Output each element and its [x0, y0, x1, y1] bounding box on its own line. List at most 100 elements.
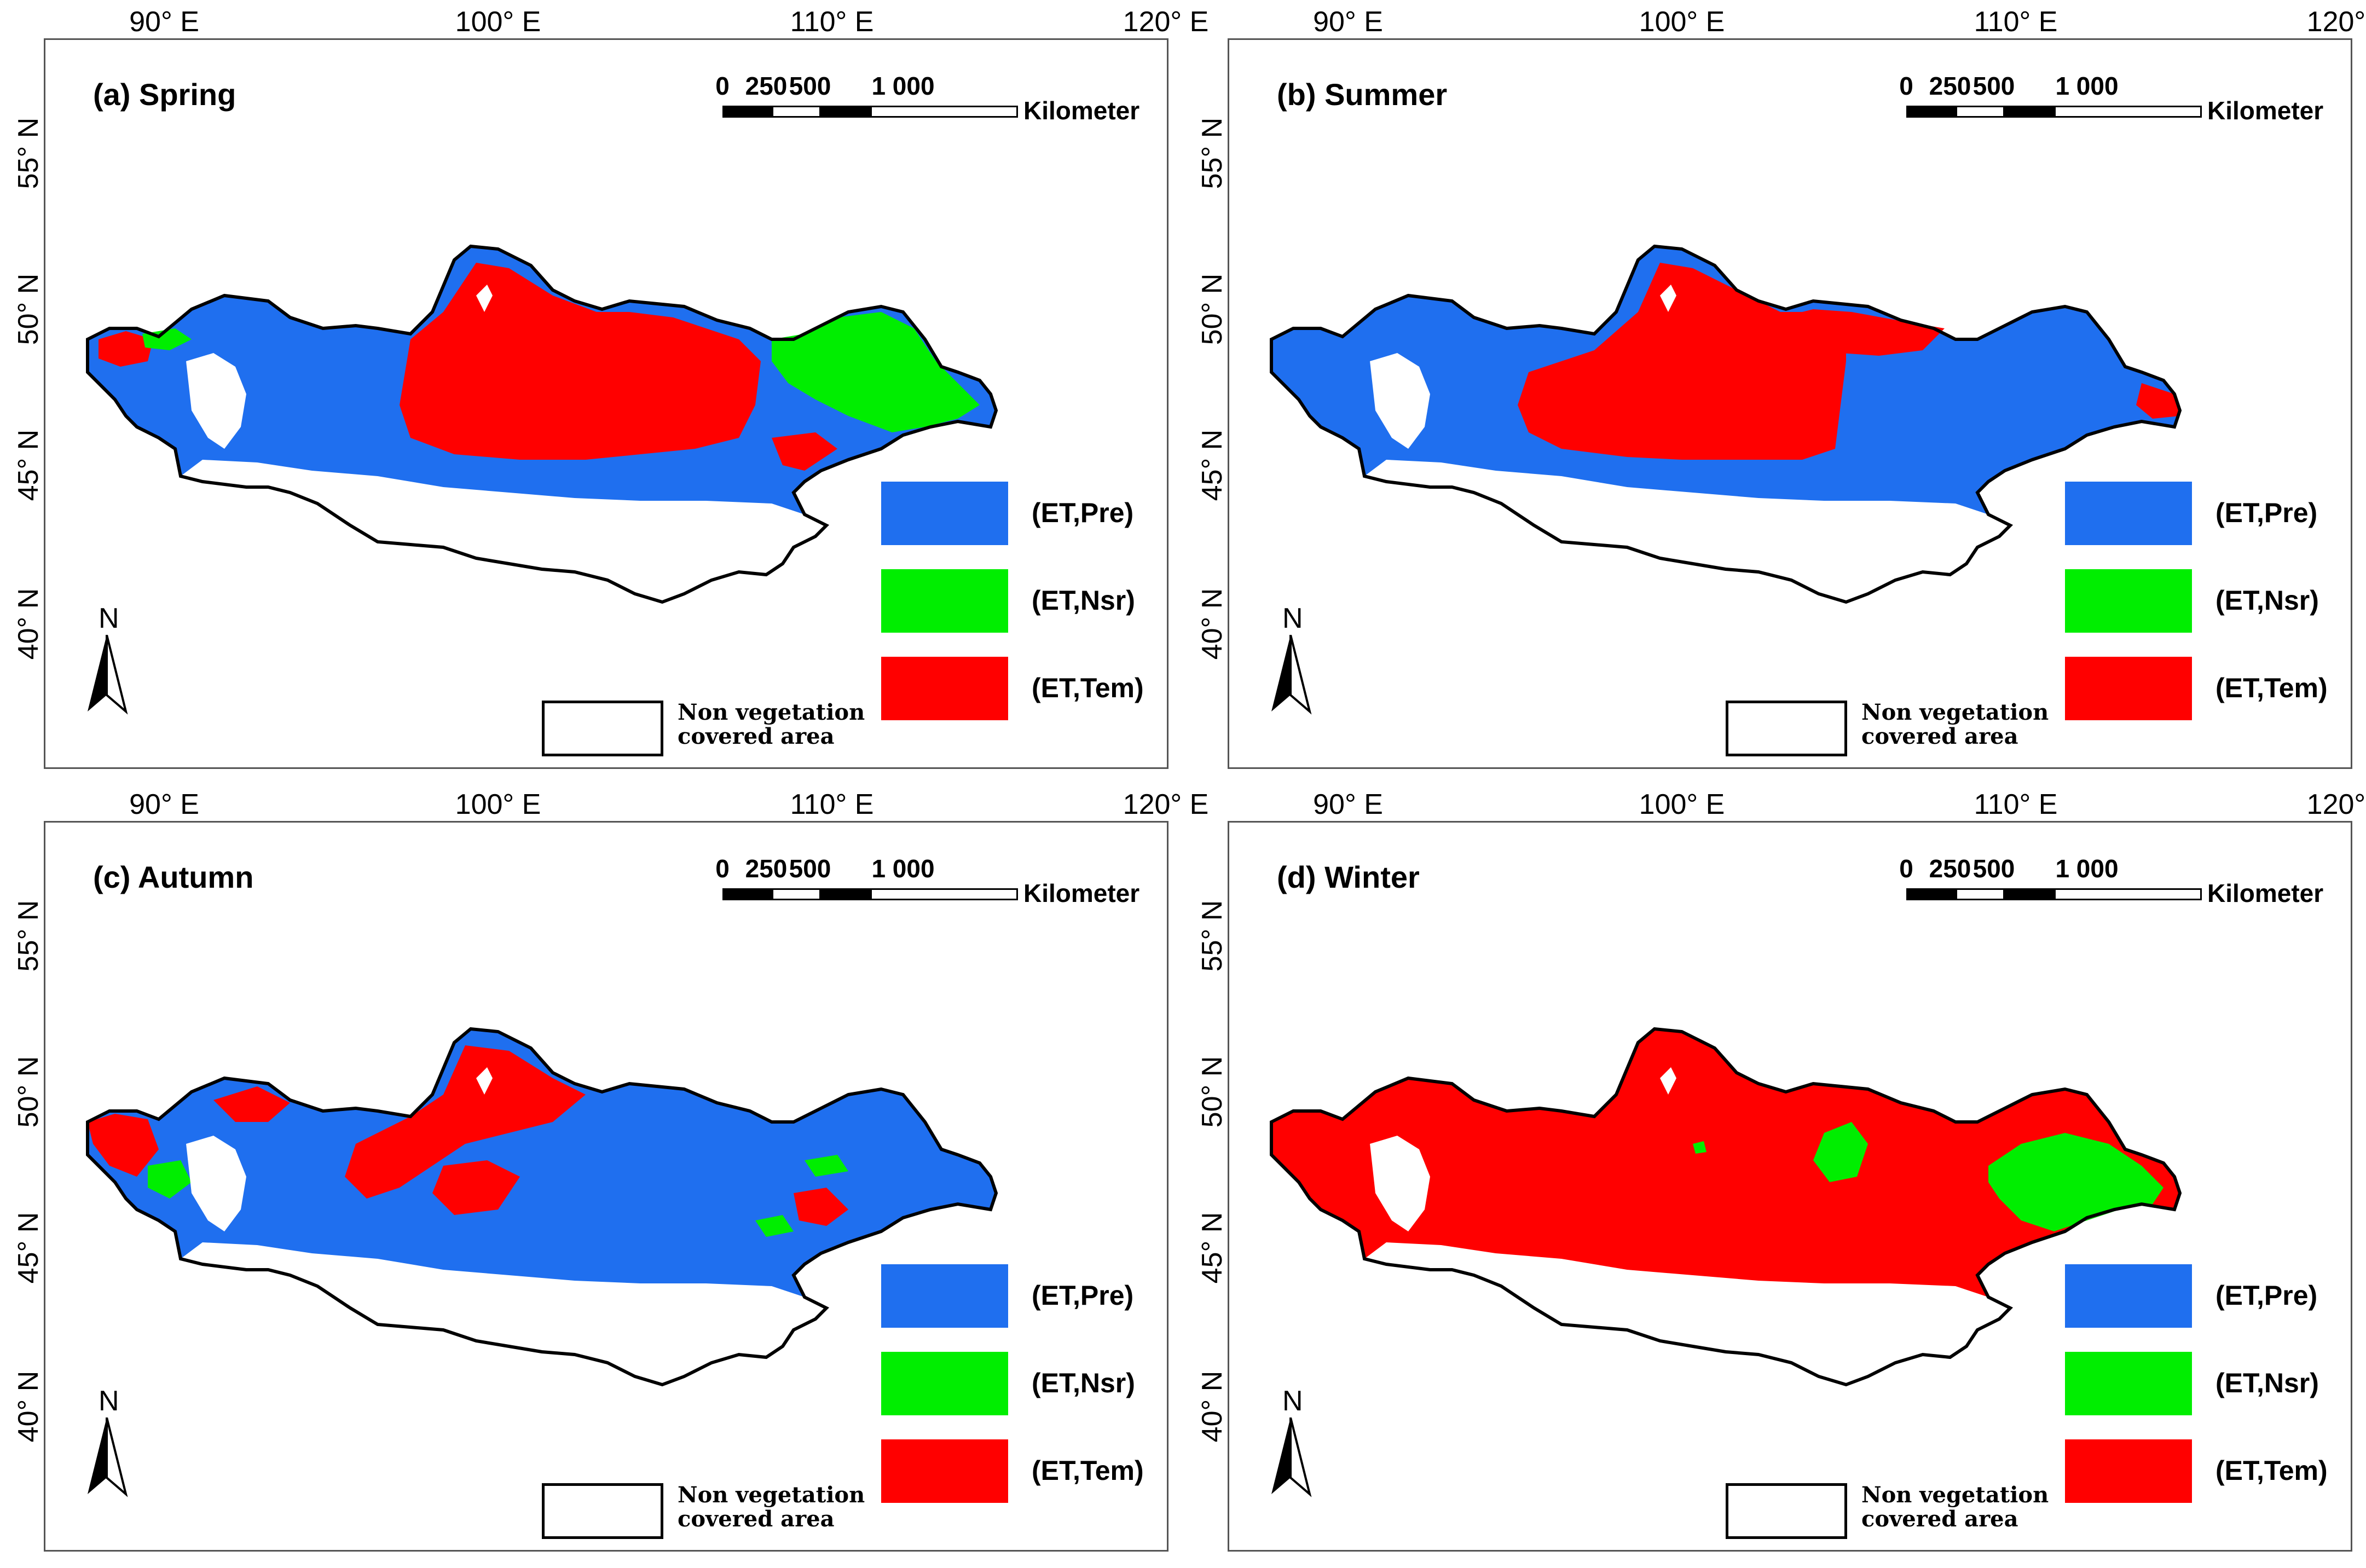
region-tem [794, 1188, 848, 1226]
mongolia-map [86, 1027, 998, 1387]
legend-swatch-tem [881, 1439, 1008, 1503]
scale-tick-label: 250 [745, 854, 788, 883]
region-tem [345, 1045, 586, 1199]
scale-bar: 0 250 500 1 000 Kilometer [1868, 854, 2323, 919]
longitude-label: 100° E [1639, 6, 1725, 38]
scale-tick-label: 1 000 [871, 854, 935, 883]
scale-segment [772, 888, 821, 900]
legend-label-pre: (ET,Pre) [1032, 497, 1134, 528]
north-arrow: N [1266, 602, 1321, 715]
legend-swatch-nonveg [1726, 1483, 1847, 1539]
non-vegetation-region [1364, 460, 2010, 602]
non-vegetation-region [186, 353, 246, 449]
legend-label-nsr: (ET,Nsr) [1032, 1368, 1135, 1398]
scale-segment [1906, 106, 1956, 118]
legend-swatch-tem [881, 657, 1008, 720]
region-nsr [1693, 1141, 1706, 1154]
longitude-label: 100° E [455, 789, 541, 820]
scale-unit: Kilometer [1023, 879, 1140, 907]
region-tem [88, 1114, 159, 1177]
longitude-label: 90° E [1313, 6, 1383, 38]
latitude-label: 55° N [1196, 900, 1228, 972]
legend-label-nsr: (ET,Nsr) [2215, 585, 2319, 616]
longitude-label: 100° E [1639, 789, 1725, 820]
longitude-label: 90° E [129, 789, 199, 820]
map-panel: 90° E 100° E 110° E 120° E 55° N 50° N 45° N 40… [1184, 783, 2366, 1560]
map-panel: 90° E 100° E 110° E 120° E 55° N 50° N 45° N 40… [0, 783, 1208, 1560]
non-vegetation-region [181, 460, 826, 602]
scale-segment [821, 106, 870, 118]
panel-title: (a) Spring [93, 77, 236, 112]
scale-unit: Kilometer [2207, 879, 2324, 907]
legend-label-nonveg-line1: Non vegetation [1861, 699, 2049, 725]
legend-swatch-nsr [2065, 1352, 2192, 1415]
country-border [1270, 244, 2182, 604]
scale-tick-label: 1 000 [2055, 72, 2119, 100]
scale-tick-label: 0 [715, 854, 730, 883]
map-panel: 90° E 100° E 110° E 120° E 55° N 50° N 45° N 40… [1184, 0, 2366, 777]
latitude-label: 55° N [1196, 117, 1228, 189]
latitude-label: 40° N [1196, 1370, 1228, 1443]
legend-label-pre: (ET,Pre) [2215, 497, 2318, 528]
legend-swatch-nsr [881, 1352, 1008, 1415]
scale-segment [1956, 106, 2005, 118]
legend-swatch-nsr [2065, 569, 2192, 633]
latitude-label: 50° N [13, 1056, 44, 1128]
panel-title: (d) Winter [1277, 860, 1420, 894]
longitude-label: 110° E [1974, 6, 2058, 38]
lake [1660, 285, 1676, 312]
legend-label-nsr: (ET,Nsr) [2215, 1368, 2319, 1398]
scale-segment [2005, 888, 2054, 900]
legend-label-nonveg: Non vegetation covered area [1861, 1483, 2049, 1531]
non-vegetation-region [186, 1136, 246, 1231]
scale-tick-label: 500 [1972, 854, 2015, 883]
longitude-label: 120° E [2306, 6, 2366, 38]
region-nsr [805, 1155, 848, 1177]
scale-segment [2054, 106, 2202, 118]
legend-label-nsr: (ET,Nsr) [1032, 585, 1135, 616]
region-nsr [1813, 1122, 1868, 1182]
map-panel: 90° E 100° E 110° E 120° E 55° N 50° N 45° N 40… [0, 0, 1208, 777]
scale-segment [772, 106, 821, 118]
latitude-label: 55° N [13, 900, 44, 972]
latitude-label: 40° N [13, 1370, 44, 1443]
legend-label-tem: (ET,Tem) [2215, 673, 2328, 703]
legend-label-nonveg-line1: Non vegetation [678, 699, 865, 725]
latitude-label: 50° N [1196, 1056, 1228, 1128]
latitude-label: 40° N [13, 588, 44, 660]
country-border [1270, 1027, 2182, 1387]
scale-segment [722, 106, 772, 118]
north-arrow-icon [88, 1417, 128, 1497]
lake [1660, 1067, 1676, 1095]
scale-tick-label: 250 [745, 72, 788, 100]
region-nsr [755, 1215, 794, 1237]
scale-segment [2054, 888, 2202, 900]
mongolia-map [1270, 1027, 2182, 1387]
non-vegetation-region [1370, 1136, 1430, 1231]
legend-swatch-tem [2065, 657, 2192, 720]
legend-label-tem: (ET,Tem) [1032, 673, 1144, 703]
legend-swatch-nonveg [542, 1483, 663, 1539]
legend-label-tem: (ET,Tem) [2215, 1455, 2328, 1486]
legend-swatch-pre [881, 1264, 1008, 1328]
scale-tick-label: 500 [789, 854, 831, 883]
longitude-label: 110° E [790, 6, 874, 38]
latitude-label: 55° N [13, 117, 44, 189]
longitude-label: 120° E [1123, 6, 1209, 38]
legend-label-nonveg-line2: covered area [678, 1506, 835, 1532]
scale-bar: 0 250 500 1 000 Kilometer [684, 854, 1139, 919]
north-arrow-icon [1271, 1417, 1312, 1497]
legend-label-nonveg-line1: Non vegetation [1861, 1482, 2049, 1508]
legend-swatch-pre [2065, 482, 2192, 545]
scale-segment [722, 888, 772, 900]
region-tem [432, 1160, 520, 1215]
scale-segment [1956, 888, 2005, 900]
legend-swatch-nonveg [1726, 701, 1847, 756]
longitude-label: 120° E [1123, 789, 1209, 820]
latitude-label: 45° N [13, 1212, 44, 1284]
longitude-label: 90° E [129, 6, 199, 38]
non-vegetation-region [1370, 353, 1430, 449]
north-arrow: N [1266, 1385, 1321, 1497]
legend-label-nonveg-line2: covered area [1861, 724, 2018, 749]
scale-tick-label: 250 [1929, 72, 1971, 100]
